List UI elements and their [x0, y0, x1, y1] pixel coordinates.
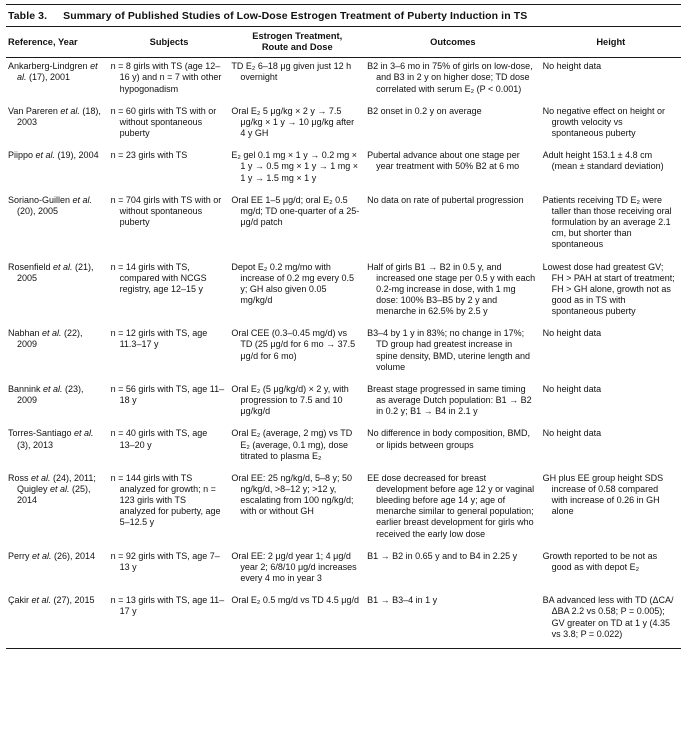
- cell-subjects: n = 704 girls with TS with or without sp…: [110, 194, 222, 228]
- cell-outcomes: No difference in body composition, BMD, …: [367, 428, 530, 450]
- table-label: Table 3.: [8, 10, 48, 22]
- cell-reference: Nabhan et al. (22), 2009: [8, 328, 83, 350]
- cell-treatment: Oral EE: 25 ng/kg/d, 5–8 y; 50 ng/kg/d, …: [231, 472, 354, 517]
- cell-height: Lowest dose had greatest GV; FH > PAH at…: [542, 261, 675, 317]
- table-row: Piippo et al. (19), 2004 n = 23 girls wi…: [6, 147, 681, 191]
- cell-treatment: Depot E₂ 0.2 mg/mo with increase of 0.2 …: [231, 261, 354, 305]
- cell-subjects: n = 60 girls with TS with or without spo…: [110, 105, 217, 139]
- table-row: Rosenfield et al. (21), 2005 n = 14 girl…: [6, 259, 681, 326]
- column-header-treatment: Estrogen Treatment, Route and Dose: [229, 25, 366, 59]
- table-row: Bannink et al. (23), 2009 n = 56 girls w…: [6, 381, 681, 425]
- cell-outcomes: Half of girls B1 → B2 in 0.5 y, and incr…: [367, 261, 536, 317]
- table-row: Çakir et al. (27), 2015 n = 13 girls wit…: [6, 592, 681, 648]
- cell-reference: Çakir et al. (27), 2015: [8, 595, 95, 606]
- table-title: Summary of Published Studies of Low-Dose…: [63, 10, 528, 22]
- cell-subjects: n = 12 girls with TS, age 11.3–17 y: [110, 328, 208, 350]
- table-row: Ross et al. (24), 2011; Quigley et al. (…: [6, 470, 681, 548]
- column-header-outcomes: Outcomes: [365, 25, 541, 59]
- cell-height: No height data: [542, 383, 602, 394]
- cell-outcomes: No data on rate of pubertal progression: [367, 194, 524, 205]
- cell-treatment: Oral E₂ (average, 2 mg) vs TD E₂ (averag…: [231, 428, 353, 461]
- cell-subjects: n = 8 girls with TS (age 12–16 y) and n …: [110, 61, 222, 94]
- cell-subjects: n = 23 girls with TS: [110, 150, 188, 161]
- cell-height: No height data: [542, 61, 602, 72]
- studies-table: Reference, Year Subjects Estrogen Treatm…: [6, 25, 681, 649]
- cell-treatment: Oral E₂ 5 μg/kg × 2 y → 7.5 μg/kg × 1 y …: [231, 105, 355, 139]
- table-row: Ankarberg-Lindgren et al. (17), 2001 n =…: [6, 58, 681, 103]
- cell-subjects: n = 144 girls with TS analyzed for growt…: [110, 472, 221, 528]
- cell-height: No height data: [542, 328, 602, 339]
- cell-treatment: Oral CEE (0.3–0.45 mg/d) vs TD (25 μg/d …: [231, 328, 356, 361]
- cell-outcomes: B2 onset in 0.2 y on average: [367, 105, 482, 116]
- cell-treatment: TD E₂ 6–18 μg given just 12 h overnight: [231, 61, 352, 83]
- cell-outcomes: B1 → B2 in 0.65 y and to B4 in 2.25 y: [367, 550, 518, 561]
- table-caption: Table 3. Summary of Published Studies of …: [6, 4, 681, 26]
- cell-outcomes: B1 → B3–4 in 1 y: [367, 595, 438, 606]
- table-row: Perry et al. (26), 2014 n = 92 girls wit…: [6, 548, 681, 592]
- table-row: Van Pareren et al. (18), 2003 n = 60 gir…: [6, 103, 681, 147]
- cell-subjects: n = 56 girls with TS, age 11–18 y: [110, 383, 225, 406]
- cell-subjects: n = 14 girls with TS, compared with NCGS…: [110, 261, 207, 294]
- cell-subjects: n = 92 girls with TS, age 7–13 y: [110, 550, 220, 572]
- cell-reference: Piippo et al. (19), 2004: [8, 150, 99, 161]
- cell-height: Growth reported to be not as good as wit…: [542, 550, 658, 572]
- cell-treatment: E₂ gel 0.1 mg × 1 y → 0.2 mg × 1 y → 0.5…: [231, 150, 358, 183]
- cell-height: Adult height 153.1 ± 4.8 cm (mean ± stan…: [542, 150, 664, 172]
- cell-reference: Ross et al. (24), 2011; Quigley et al. (…: [8, 472, 96, 506]
- cell-outcomes: B3–4 by 1 y in 83%; no change in 17%; TD…: [367, 328, 531, 372]
- cell-height: No negative effect on height or growth v…: [542, 105, 665, 139]
- cell-treatment: Oral E₂ (5 μg/kg/d) × 2 y, with progress…: [231, 383, 349, 417]
- cell-reference: Torres-Santiago et al. (3), 2013: [8, 428, 94, 450]
- cell-reference: Bannink et al. (23), 2009: [8, 383, 84, 406]
- column-header-height: Height: [540, 25, 681, 59]
- column-header-reference: Reference, Year: [6, 25, 109, 59]
- table-row: Nabhan et al. (22), 2009 n = 12 girls wi…: [6, 325, 681, 381]
- cell-treatment: Oral E₂ 0.5 mg/d vs TD 4.5 μg/d: [231, 595, 359, 606]
- cell-treatment: Oral EE 1–5 μg/d; oral E₂ 0.5 mg/d; TD o…: [231, 194, 360, 228]
- cell-height: No height data: [542, 428, 602, 439]
- cell-height: GH plus EE group height SDS increase of …: [542, 472, 664, 517]
- cell-reference: Van Pareren et al. (18), 2003: [8, 105, 101, 127]
- table-body: Ankarberg-Lindgren et al. (17), 2001 n =…: [6, 58, 681, 649]
- cell-reference: Soriano-Guillen et al. (20), 2005: [8, 194, 93, 216]
- cell-outcomes: Pubertal advance about one stage per yea…: [367, 150, 520, 172]
- table-row: Soriano-Guillen et al. (20), 2005 n = 70…: [6, 192, 681, 259]
- cell-height: Patients receiving TD E₂ were taller tha…: [542, 194, 672, 250]
- cell-subjects: n = 13 girls with TS, age 11–17 y: [110, 595, 225, 617]
- cell-height: BA advanced less with TD (ΔCA/ΔBA 2.2 vs…: [542, 595, 674, 639]
- cell-treatment: Oral EE: 2 μg/d year 1; 4 μg/d year 2; 6…: [231, 550, 357, 584]
- cell-outcomes: B2 in 3–6 mo in 75% of girls on low-dose…: [367, 61, 533, 94]
- cell-outcomes: Breast stage progressed in same timing a…: [367, 383, 532, 417]
- cell-outcomes: EE dose decreased for breast development…: [367, 472, 535, 539]
- table-row: Torres-Santiago et al. (3), 2013 n = 40 …: [6, 425, 681, 469]
- table-header-row: Reference, Year Subjects Estrogen Treatm…: [6, 25, 681, 59]
- cell-reference: Rosenfield et al. (21), 2005: [8, 261, 94, 283]
- column-header-subjects: Subjects: [108, 25, 230, 59]
- cell-reference: Ankarberg-Lindgren et al. (17), 2001: [8, 61, 98, 83]
- cell-subjects: n = 40 girls with TS, age 13–20 y: [110, 428, 208, 450]
- cell-reference: Perry et al. (26), 2014: [8, 550, 96, 561]
